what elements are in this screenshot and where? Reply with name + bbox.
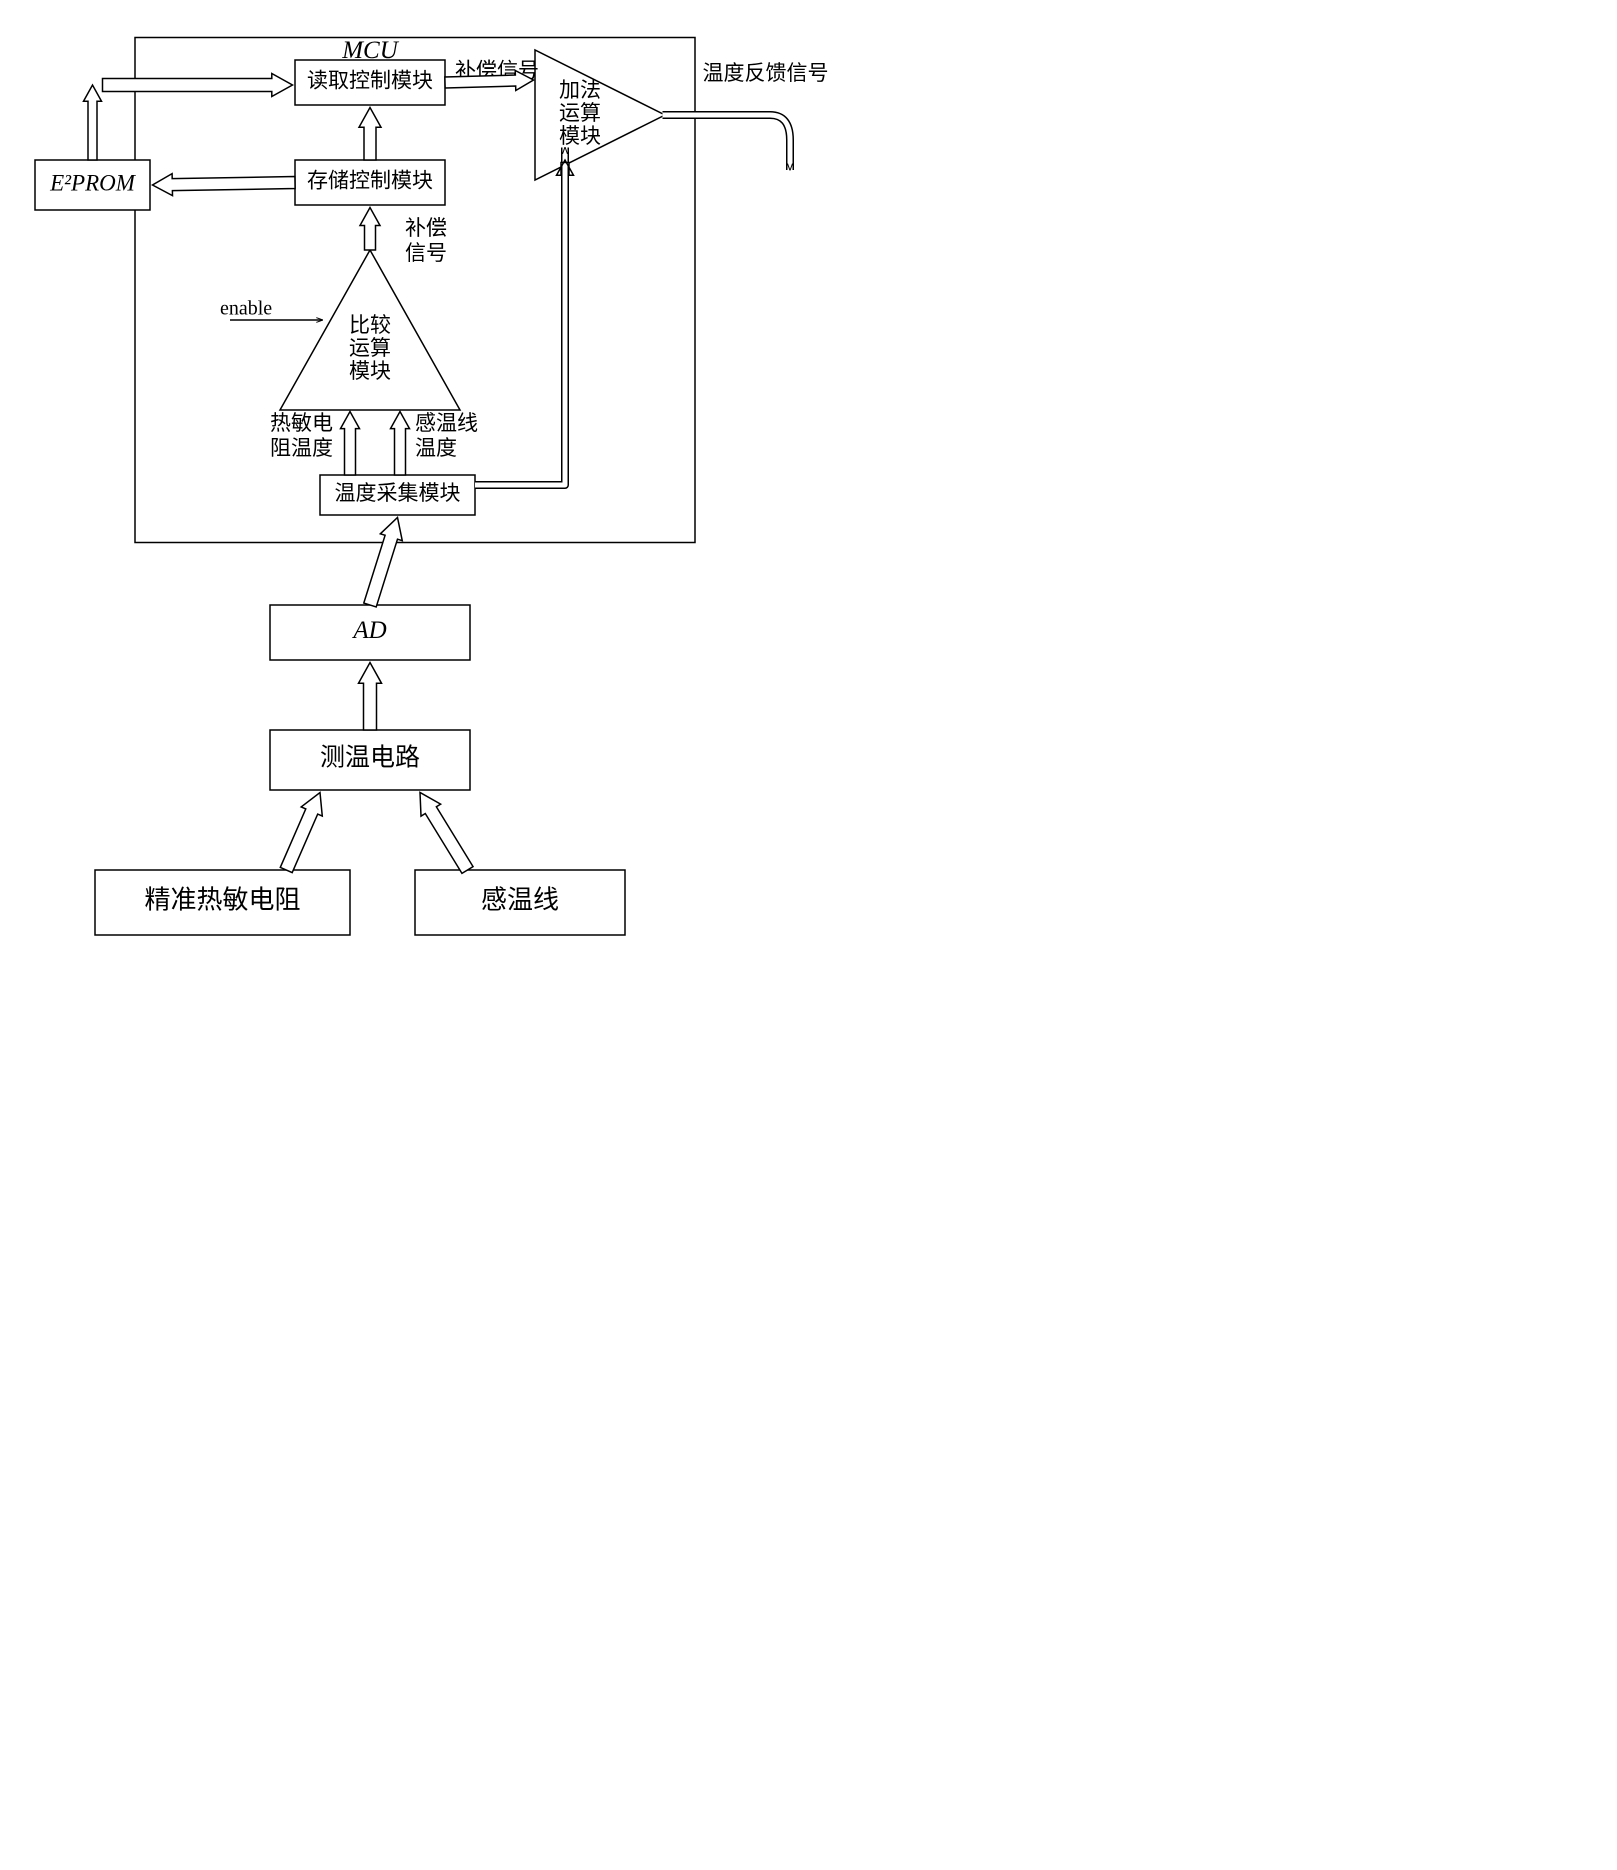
svg-text:阻温度: 阻温度 [270,436,333,460]
svg-text:加法运算模块: 加法运算模块 [559,78,601,148]
svg-text:比较运算模块: 比较运算模块 [349,313,391,383]
svg-text:AD: AD [351,617,386,644]
svg-text:读取控制模块: 读取控制模块 [307,68,433,92]
svg-text:enable: enable [220,298,272,320]
svg-text:温度: 温度 [415,436,457,460]
svg-text:信号: 信号 [405,241,447,265]
svg-text:E²PROM: E²PROM [49,170,137,195]
svg-text:温度反馈信号: 温度反馈信号 [703,61,829,85]
block-diagram: MCU读取控制模块存储控制模块温度采集模块E²PROMAD测温电路精准热敏电阻感… [35,37,829,935]
svg-text:感温线: 感温线 [481,885,559,914]
svg-text:感温线: 感温线 [415,411,478,435]
svg-text:存储控制模块: 存储控制模块 [307,168,433,192]
svg-text:测温电路: 测温电路 [320,744,420,772]
svg-text:热敏电: 热敏电 [270,411,333,435]
svg-text:补偿: 补偿 [405,216,447,240]
svg-text:温度采集模块: 温度采集模块 [335,481,461,505]
svg-text:精准热敏电阻: 精准热敏电阻 [144,885,300,914]
